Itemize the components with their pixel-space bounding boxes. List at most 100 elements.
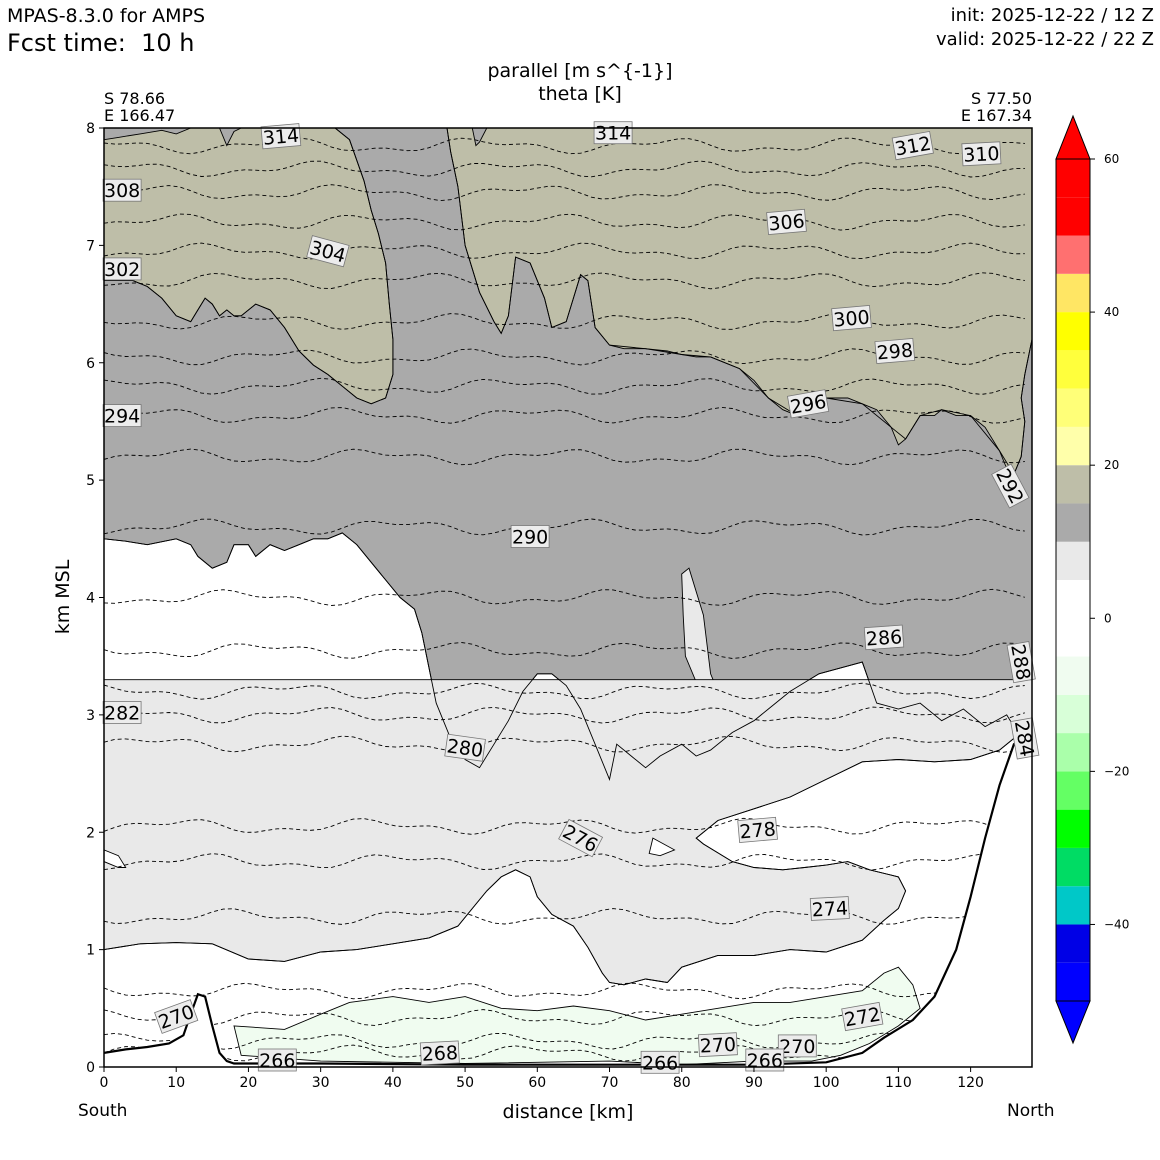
contour-label-box — [640, 1050, 680, 1074]
colorbar-segment — [1056, 656, 1090, 695]
colorbar-segment — [1056, 235, 1090, 274]
contour-label-text: 314 — [262, 125, 300, 150]
theta-contour-272 — [104, 982, 1025, 1000]
contour-label: 272 — [841, 1001, 884, 1032]
colorbar-segment — [1056, 388, 1090, 427]
contour-label-text: 310 — [963, 143, 1000, 167]
colorbar-segment — [1056, 809, 1090, 848]
contour-label: 294 — [102, 404, 142, 428]
colorbar-frame — [1055, 158, 1091, 1002]
contour-label: 310 — [961, 141, 1002, 167]
contour-label: 296 — [787, 389, 830, 419]
theta-contour-290 — [104, 518, 1025, 536]
x-tick-label: 60 — [528, 1075, 546, 1091]
y-tick-label: 2 — [86, 825, 95, 841]
contour-label-box — [102, 178, 142, 202]
contour-label-box — [444, 733, 486, 762]
contour-label-box — [863, 624, 905, 651]
contour-label-box — [257, 1048, 297, 1072]
x-tick-label: 30 — [312, 1075, 330, 1091]
colorbar-segment — [1056, 886, 1090, 925]
theta-contour-302 — [104, 272, 1025, 290]
contour-label: 286 — [863, 624, 905, 651]
contour-label-box — [766, 208, 807, 235]
contour-label-box — [419, 1040, 460, 1066]
speed-region-band_-10_-5 — [233, 966, 921, 1066]
colorbar-tick-label: −20 — [1104, 764, 1129, 778]
contour-label: 266 — [257, 1048, 297, 1072]
contour-label-box — [831, 305, 872, 332]
contour-label-text: 286 — [865, 626, 903, 650]
theta-contour-286 — [104, 642, 1025, 659]
contour-label-text: 308 — [104, 180, 140, 202]
contour-label-box — [841, 1001, 884, 1032]
contour-label-box — [697, 1032, 738, 1058]
theta-contour-310 — [104, 160, 1025, 178]
x-tick-label: 120 — [957, 1075, 984, 1091]
contour-label-text: 294 — [104, 406, 140, 428]
contour-label-text: 280 — [445, 735, 484, 762]
contour-label-box — [874, 337, 916, 365]
contour-label: 266 — [640, 1050, 680, 1074]
theta-contour-280 — [104, 735, 1025, 753]
colorbar-tick-label: −40 — [1104, 917, 1129, 931]
colorbar-tick-label: 0 — [1104, 611, 1112, 625]
plot-title-theta: theta [K] — [538, 83, 622, 105]
theta-contour-278 — [104, 817, 1025, 835]
x-tick-label: 0 — [100, 1075, 109, 1091]
contour-label-box — [809, 896, 850, 921]
colorbar-segment — [1056, 771, 1090, 810]
contour-label-text: 266 — [747, 1050, 783, 1072]
theta-contour-300 — [104, 313, 1025, 330]
colorbar-segment — [1056, 924, 1090, 963]
x-tick-label: 20 — [240, 1075, 258, 1091]
theta-contour-294 — [104, 406, 1025, 424]
colorbar-segment — [1056, 541, 1090, 580]
contour-label: 308 — [102, 178, 142, 202]
theta-contour-276 — [104, 853, 1025, 871]
theta-contour-268 — [104, 1032, 1025, 1050]
contour-label-box — [891, 131, 934, 161]
contour-label-text: 290 — [512, 527, 548, 549]
contour-label-text: 302 — [104, 259, 140, 281]
speed-contour-line — [446, 128, 1032, 476]
contour-label-box — [510, 525, 550, 548]
theta-contour-284 — [104, 682, 1025, 700]
contour-label: 270 — [697, 1032, 738, 1058]
y-tick-label: 4 — [86, 591, 95, 607]
contour-label: 268 — [419, 1040, 460, 1066]
contour-label-text: 300 — [833, 307, 871, 332]
colorbar-segment — [1056, 312, 1090, 351]
x-tick-label: 50 — [456, 1075, 474, 1091]
contour-label: 282 — [102, 701, 142, 725]
theta-contour-312 — [104, 137, 1025, 155]
y-tick-label: 3 — [86, 708, 95, 724]
theta-contour-306 — [104, 213, 1025, 231]
contour-label-box — [260, 123, 302, 150]
y-axis-label: km MSL — [52, 559, 74, 634]
colorbar-tick-label: 40 — [1104, 305, 1119, 319]
model-title: MPAS-8.3.0 for AMPS — [7, 5, 206, 27]
theta-contour-274 — [104, 908, 1025, 925]
colorbar-segment — [1056, 465, 1090, 504]
theta-contour-292 — [104, 448, 1025, 466]
x-tick-label: 110 — [885, 1075, 912, 1091]
contour-label: 274 — [809, 896, 850, 921]
y-tick-label: 5 — [86, 473, 95, 489]
theta-contour-296 — [104, 377, 1025, 395]
x-tick-label: 70 — [601, 1075, 619, 1091]
direction-south: South — [78, 1101, 128, 1121]
contour-labels: 314 314 312 3103083063043023002982962942922… — [102, 121, 1040, 1074]
contour-label-text: 266 — [259, 1050, 295, 1072]
contour-label-box — [787, 389, 830, 419]
contour-label-box — [102, 257, 142, 281]
x-tick-label: 100 — [813, 1075, 840, 1091]
left-endpoint-lon: E 166.47 — [104, 106, 176, 125]
speed-region-band_0_5 — [648, 837, 676, 857]
colorbar-segment — [1056, 733, 1090, 772]
contour-label: 280 — [444, 733, 486, 762]
colorbar-segment — [1056, 847, 1090, 887]
contour-label-text: 298 — [876, 339, 914, 364]
colorbar-over-arrow — [1055, 114, 1091, 160]
theta-contour-298 — [104, 348, 1025, 366]
